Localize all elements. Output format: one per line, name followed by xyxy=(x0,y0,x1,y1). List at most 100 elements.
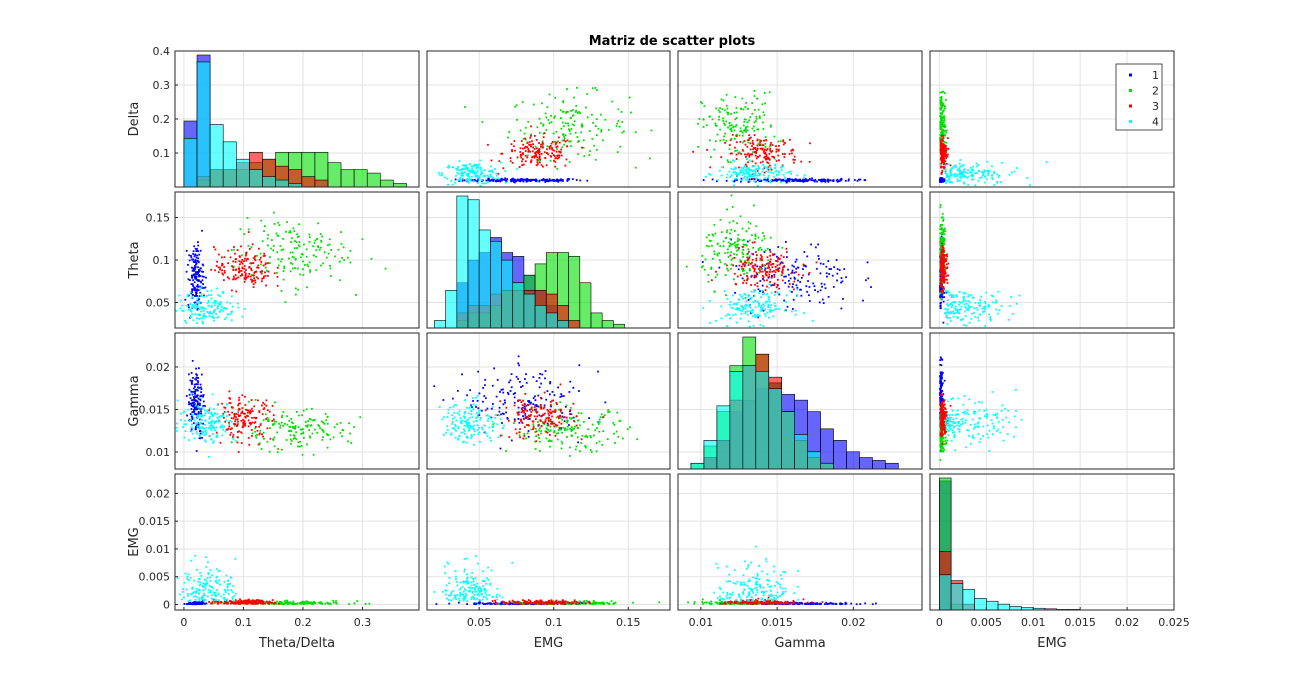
scatter-point-series-2 xyxy=(309,241,311,243)
scatter-point-series-1 xyxy=(777,179,779,181)
scatter-point-series-4 xyxy=(492,177,494,179)
scatter-point-series-2 xyxy=(627,428,629,430)
scatter-point-series-3 xyxy=(773,156,775,158)
scatter-point-series-2 xyxy=(551,440,553,442)
scatter-point-series-4 xyxy=(193,417,195,419)
scatter-point-series-2 xyxy=(542,125,544,127)
scatter-point-series-3 xyxy=(941,173,943,175)
scatter-point-series-2 xyxy=(723,100,725,102)
scatter-point-series-3 xyxy=(769,269,771,271)
scatter-point-series-4 xyxy=(757,185,759,187)
scatter-point-series-4 xyxy=(954,176,956,178)
scatter-point-series-1 xyxy=(195,368,197,370)
scatter-point-series-2 xyxy=(727,159,729,161)
scatter-point-series-2 xyxy=(735,107,737,109)
scatter-point-series-1 xyxy=(511,386,513,388)
scatter-point-series-3 xyxy=(261,280,263,282)
scatter-point-series-4 xyxy=(988,314,990,316)
scatter-point-series-4 xyxy=(226,302,228,304)
scatter-point-series-1 xyxy=(808,274,810,276)
scatter-point-series-3 xyxy=(502,167,504,169)
scatter-point-series-2 xyxy=(307,265,309,267)
scatter-point-series-3 xyxy=(525,150,527,152)
scatter-point-series-3 xyxy=(253,280,255,282)
scatter-point-series-1 xyxy=(514,396,516,398)
scatter-point-series-3 xyxy=(242,268,244,270)
scatter-point-series-3 xyxy=(248,437,250,439)
scatter-point-series-1 xyxy=(196,389,198,391)
scatter-point-series-1 xyxy=(533,397,535,399)
scatter-point-series-2 xyxy=(535,435,537,437)
scatter-point-series-4 xyxy=(944,172,946,174)
scatter-point-series-4 xyxy=(213,426,215,428)
scatter-point-series-2 xyxy=(325,419,327,421)
scatter-point-series-4 xyxy=(759,315,761,317)
scatter-point-series-2 xyxy=(295,425,297,427)
scatter-point-series-2 xyxy=(263,438,265,440)
scatter-point-series-2 xyxy=(292,256,294,258)
scatter-point-series-2 xyxy=(545,129,547,131)
scatter-point-series-1 xyxy=(763,310,765,312)
scatter-point-series-2 xyxy=(721,231,723,233)
scatter-point-series-2 xyxy=(600,131,602,133)
scatter-point-series-2 xyxy=(306,408,308,410)
scatter-point-series-3 xyxy=(943,288,945,290)
scatter-point-series-1 xyxy=(814,181,816,183)
scatter-point-series-2 xyxy=(726,105,728,107)
scatter-point-series-4 xyxy=(191,296,193,298)
scatter-point-series-1 xyxy=(502,413,504,415)
scatter-point-series-3 xyxy=(250,262,252,264)
scatter-point-series-3 xyxy=(261,405,263,407)
scatter-point-series-1 xyxy=(493,367,495,369)
scatter-point-series-1 xyxy=(797,267,799,269)
scatter-point-series-3 xyxy=(254,279,256,281)
scatter-point-series-2 xyxy=(619,126,621,128)
scatter-point-series-4 xyxy=(210,412,212,414)
scatter-point-series-4 xyxy=(979,177,981,179)
scatter-point-series-3 xyxy=(726,264,728,266)
scatter-point-series-1 xyxy=(765,267,767,269)
scatter-point-series-2 xyxy=(295,294,297,296)
scatter-point-series-2 xyxy=(294,267,296,269)
scatter-point-series-3 xyxy=(754,265,756,267)
scatter-point-series-4 xyxy=(755,171,757,173)
scatter-point-series-2 xyxy=(562,111,564,113)
scatter-point-series-1 xyxy=(190,397,192,399)
scatter-point-series-4 xyxy=(444,177,446,179)
scatter-point-series-3 xyxy=(546,148,548,150)
scatter-point-series-1 xyxy=(943,296,945,298)
scatter-point-series-2 xyxy=(302,274,304,276)
scatter-point-series-2 xyxy=(320,247,322,249)
scatter-point-series-4 xyxy=(967,184,969,186)
scatter-point-series-2 xyxy=(288,258,290,260)
scatter-point-series-4 xyxy=(481,179,483,181)
scatter-point-series-4 xyxy=(487,176,489,178)
scatter-point-series-3 xyxy=(500,153,502,155)
scatter-point-series-2 xyxy=(726,268,728,270)
scatter-point-series-2 xyxy=(326,257,328,259)
scatter-point-series-3 xyxy=(943,256,945,258)
scatter-point-series-4 xyxy=(757,316,759,318)
scatter-point-series-3 xyxy=(755,151,757,153)
scatter-point-series-4 xyxy=(974,316,976,318)
scatter-point-series-1 xyxy=(200,387,202,389)
scatter-point-series-1 xyxy=(836,273,838,275)
scatter-point-series-3 xyxy=(216,265,218,267)
scatter-point-series-2 xyxy=(291,263,293,265)
scatter-point-series-1 xyxy=(205,277,207,279)
scatter-point-series-1 xyxy=(738,268,740,270)
scatter-point-series-2 xyxy=(540,122,542,124)
scatter-point-series-1 xyxy=(940,288,942,290)
scatter-point-series-4 xyxy=(796,295,798,297)
scatter-point-series-3 xyxy=(510,157,512,159)
scatter-point-series-1 xyxy=(586,180,588,182)
scatter-point-series-2 xyxy=(554,97,556,99)
scatter-point-series-2 xyxy=(749,270,751,272)
scatter-point-series-4 xyxy=(180,419,182,421)
scatter-point-series-2 xyxy=(619,146,621,148)
scatter-point-series-3 xyxy=(751,253,753,255)
scatter-point-series-2 xyxy=(765,136,767,138)
scatter-point-series-2 xyxy=(320,240,322,242)
scatter-point-series-2 xyxy=(283,265,285,267)
scatter-point-series-4 xyxy=(188,309,190,311)
